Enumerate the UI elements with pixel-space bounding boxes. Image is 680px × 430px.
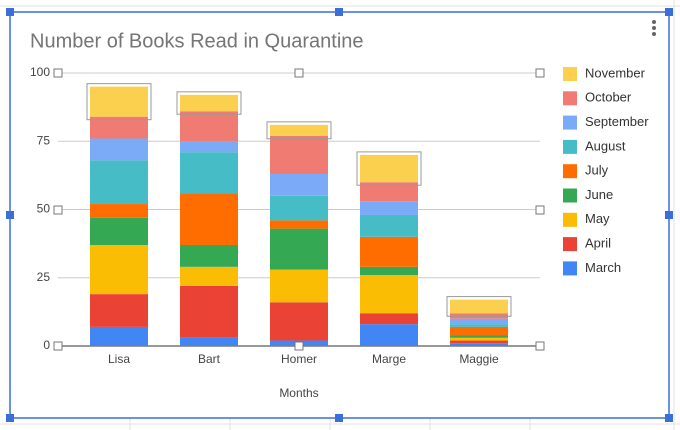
plot-handle (535, 341, 545, 351)
bar-segment (450, 299, 508, 314)
plot-handle (53, 341, 63, 351)
legend-swatch (563, 67, 577, 81)
bar-segment (180, 141, 238, 153)
legend-swatch (563, 91, 577, 106)
legend-swatch (563, 115, 577, 130)
plot-handle (535, 205, 545, 215)
selection-outline (446, 296, 512, 317)
x-tick-label: Lisa (108, 352, 130, 366)
bar-segment (90, 326, 148, 346)
bar-segment (270, 302, 328, 341)
x-tick-label: Homer (281, 352, 317, 366)
bar-segment (360, 275, 418, 314)
selection-outline (176, 91, 242, 115)
bar-segment (180, 152, 238, 194)
bar-segment (360, 182, 418, 202)
bar-segment (90, 204, 148, 218)
bar-segment (360, 236, 418, 267)
legend-label: March (585, 260, 621, 275)
bar-segment (180, 111, 238, 142)
selection-outline (266, 121, 332, 140)
bar-segment (270, 135, 328, 175)
legend-swatch (563, 212, 577, 227)
legend-label: July (585, 163, 609, 178)
bar-segment (450, 337, 508, 341)
bar-segment (360, 324, 418, 346)
bar-segment (360, 154, 418, 183)
menu-dots[interactable] (652, 20, 656, 36)
legend-label: September (585, 114, 649, 129)
legend-swatch (563, 261, 577, 276)
plot-handle (535, 68, 545, 78)
bar-segment (90, 244, 148, 295)
frame-handles[interactable] (6, 8, 673, 422)
bar-segment (180, 193, 238, 245)
y-tick-label: 75 (37, 133, 51, 147)
legend-swatch (563, 188, 577, 203)
bar-segment (270, 269, 328, 303)
bar-segment (270, 124, 328, 136)
bar-segment (270, 174, 328, 196)
legend-label: August (585, 138, 626, 153)
bar-segment (90, 294, 148, 327)
plot-handle (294, 68, 304, 78)
x-axis-title: Months (279, 386, 318, 400)
legend-swatch (563, 139, 577, 154)
bar-segment (450, 326, 508, 336)
y-tick-label: 25 (37, 270, 51, 284)
legend-label: May (585, 211, 610, 226)
bar-segment (180, 266, 238, 286)
plot-handle (294, 341, 304, 351)
bar-segment (450, 335, 508, 338)
x-tick-label: Maggie (459, 352, 499, 366)
bar-segment (180, 337, 238, 346)
y-tick-label: 100 (30, 65, 50, 79)
bar-segment (360, 201, 418, 215)
bar-segment (360, 313, 418, 325)
bar-segment (360, 214, 418, 237)
legend-label: April (585, 236, 611, 251)
bar-segment (180, 285, 238, 338)
legend-swatch (563, 237, 577, 252)
bar-segment (270, 195, 328, 221)
bar-segment (450, 343, 508, 346)
bar-segment (90, 86, 148, 117)
bar-segment (90, 217, 148, 245)
bar-segment (450, 324, 508, 327)
y-tick-label: 0 (43, 338, 50, 352)
plot-handle (53, 205, 63, 215)
chart-title: Number of Books Read in Quarantine (30, 30, 364, 52)
x-tick-label: Marge (372, 352, 406, 366)
x-tick-label: Bart (198, 352, 221, 366)
bar-segment (180, 94, 238, 112)
bar-segment (450, 340, 508, 344)
y-tick-label: 50 (37, 202, 51, 216)
bar-segment (90, 138, 148, 161)
bar-segment (270, 228, 328, 270)
bar-segment (90, 160, 148, 205)
legend-label: October (585, 90, 632, 105)
bar-segment (450, 318, 508, 325)
plot-handle (53, 68, 63, 78)
legend-label: June (585, 187, 613, 202)
bar-segment (360, 266, 418, 276)
selection-outline (86, 83, 152, 121)
legend-label: November (585, 65, 646, 80)
bar-segment (90, 116, 148, 139)
bar-segment (180, 244, 238, 267)
bar-segment (270, 220, 328, 229)
legend-swatch (563, 164, 577, 179)
selection-outline (356, 151, 422, 186)
